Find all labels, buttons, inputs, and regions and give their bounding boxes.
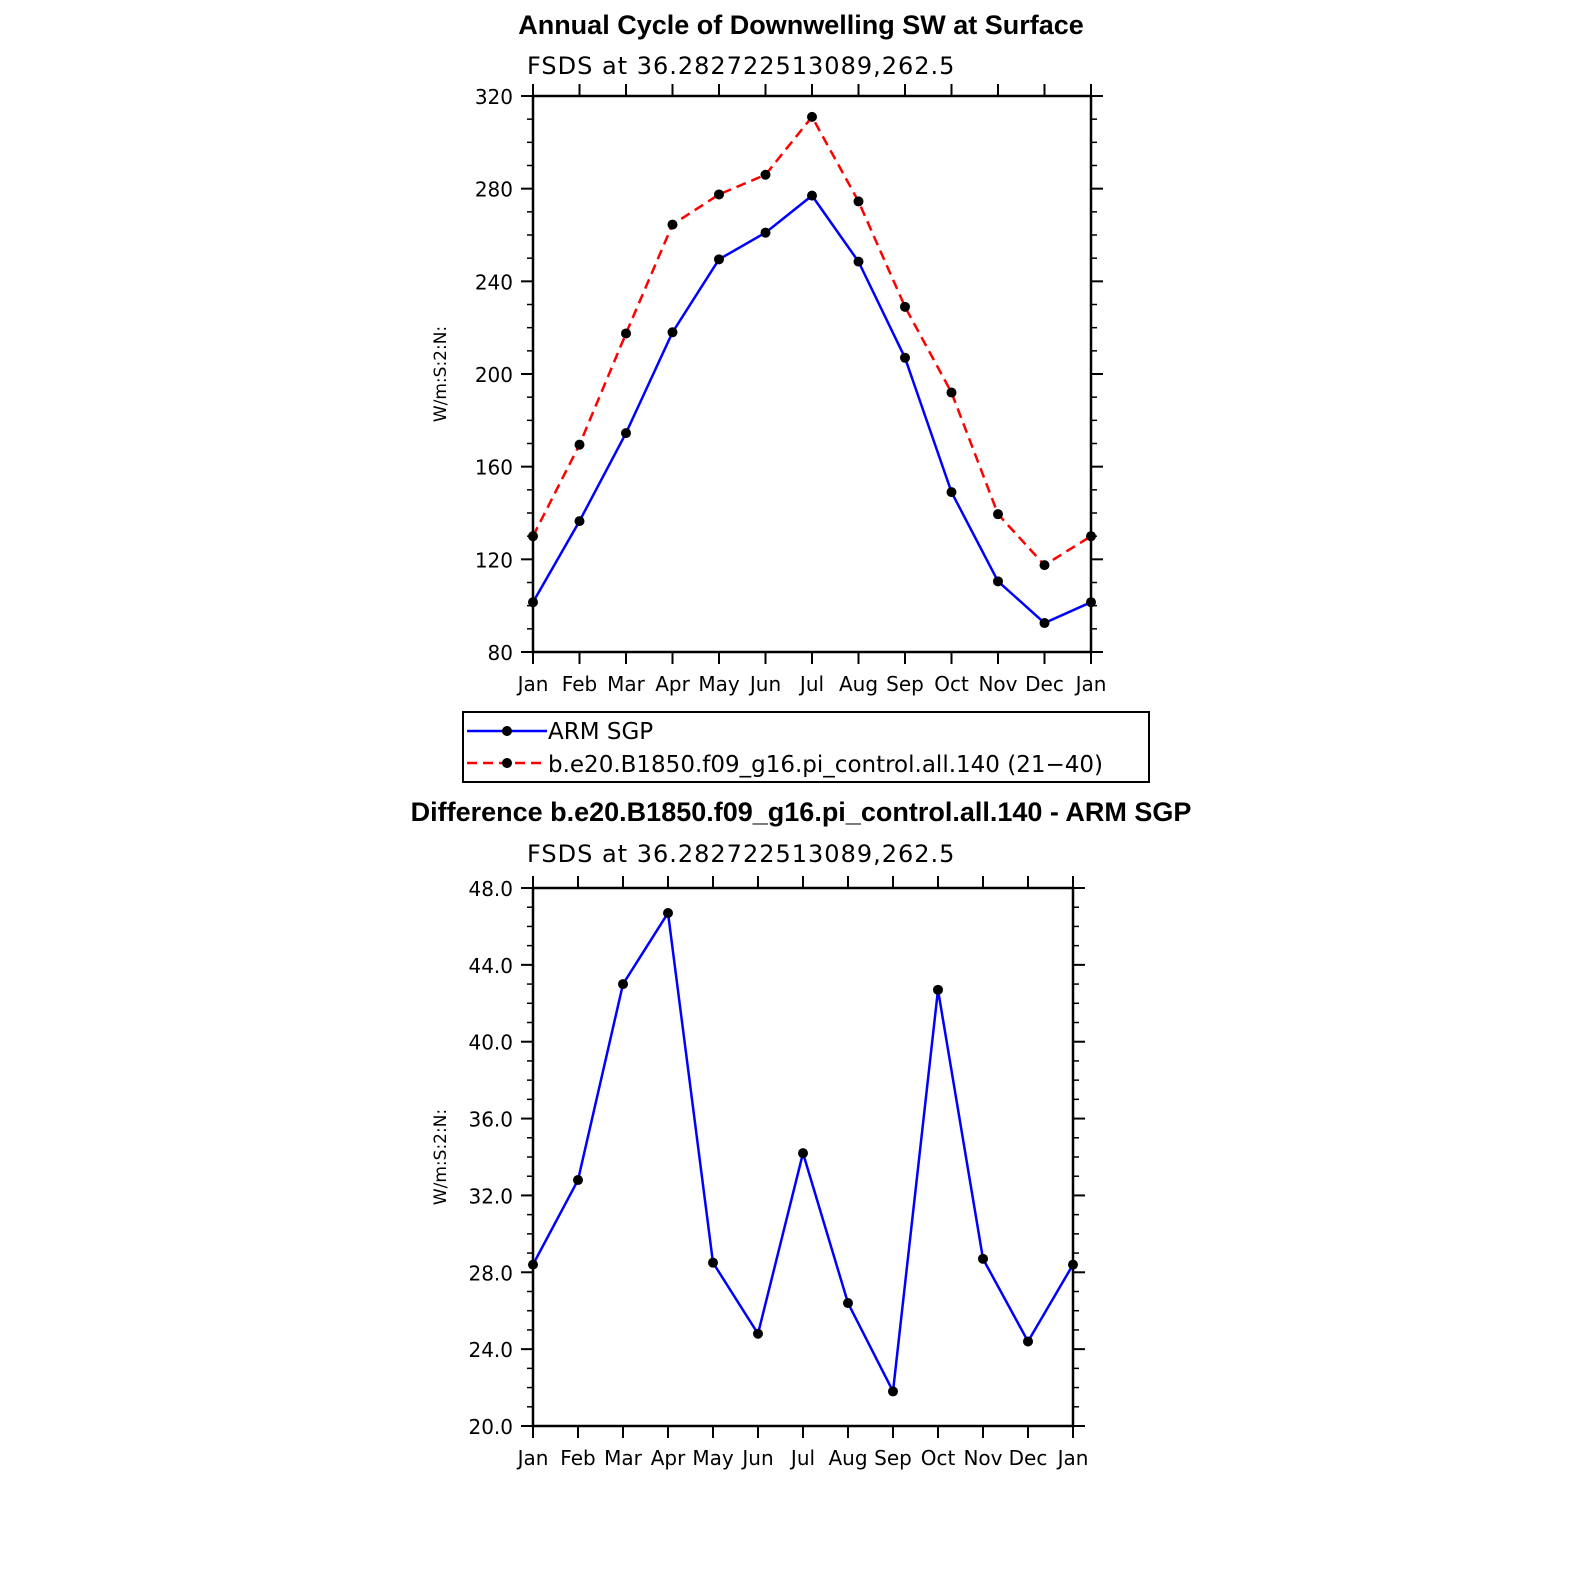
data-point-0 (663, 907, 673, 918)
data-point-0 (888, 1386, 898, 1397)
data-point-0 (714, 254, 724, 265)
data-point-0 (933, 984, 943, 995)
legend: ARM SGP b.e20.B1850.f09_g16.pi_control.a… (462, 711, 1150, 783)
y-tick-label: 120 (475, 548, 513, 572)
x-tick-label: Jan (516, 672, 549, 696)
data-point-1 (667, 219, 678, 230)
chart-title: Difference b.e20.B1850.f09_g16.pi_contro… (411, 797, 1192, 827)
data-point-0 (946, 487, 957, 498)
x-tick-label: Sep (874, 1446, 912, 1470)
chart-subtitle: FSDS at 36.282722513089,262.5 (527, 52, 955, 80)
data-point-0 (900, 352, 910, 363)
data-point-1 (853, 196, 864, 207)
data-point-0 (853, 256, 864, 267)
x-tick-label: Mar (607, 672, 646, 696)
x-tick-label: Nov (978, 672, 1017, 696)
data-point-1 (1039, 560, 1050, 571)
x-tick-label: May (698, 672, 740, 696)
plot-frame (531, 94, 1093, 654)
data-point-0 (573, 1175, 583, 1186)
y-tick-label: 320 (475, 85, 513, 109)
data-point-0 (528, 597, 538, 608)
y-tick-label: 200 (475, 363, 513, 387)
data-point-0 (667, 327, 678, 338)
y-tick-label: 24.0 (468, 1338, 513, 1362)
data-point-0 (618, 979, 628, 990)
data-point-1 (714, 189, 724, 200)
data-point-0 (978, 1253, 988, 1264)
y-tick-label: 280 (475, 178, 513, 202)
data-point-0 (574, 516, 585, 527)
x-tick-label: Jan (1056, 1446, 1089, 1470)
y-tick-label: 80 (488, 641, 513, 665)
x-tick-label: Jun (748, 672, 781, 696)
x-tick-label: Aug (828, 1446, 867, 1470)
data-point-1 (900, 301, 910, 312)
y-tick-label: 240 (475, 270, 513, 294)
x-tick-label: Jun (740, 1446, 773, 1470)
data-point-0 (708, 1257, 718, 1268)
x-tick-label: Apr (655, 672, 690, 696)
x-tick-label: Mar (604, 1446, 643, 1470)
data-point-1 (574, 439, 585, 450)
data-point-1 (946, 387, 957, 398)
y-axis-label: W/m:S:2:N: (431, 326, 451, 422)
y-tick-label: 160 (475, 456, 513, 480)
y-tick-label: 48.0 (468, 877, 513, 901)
data-point-0 (753, 1328, 763, 1339)
difference-chart: Difference b.e20.B1850.f09_g16.pi_contro… (411, 797, 1192, 1470)
x-tick-label: Jul (798, 672, 824, 696)
data-point-0 (760, 227, 771, 238)
x-tick-label: Nov (963, 1446, 1002, 1470)
y-axis-label: W/m:S:2:N: (431, 1109, 451, 1205)
legend-label-model: b.e20.B1850.f09_g16.pi_control.all.140 (… (548, 752, 1103, 778)
x-tick-label: Jan (1074, 672, 1107, 696)
data-point-1 (807, 111, 817, 122)
data-point-0 (1039, 618, 1050, 629)
legend-marker-model (502, 758, 512, 768)
y-tick-label: 32.0 (468, 1184, 513, 1208)
x-tick-label: Jan (516, 1446, 549, 1470)
x-tick-label: Apr (651, 1446, 686, 1470)
annual-cycle-chart: Annual Cycle of Downwelling SW at Surfac… (431, 10, 1150, 783)
legend-box (462, 711, 1150, 783)
x-tick-label: May (692, 1446, 734, 1470)
y-tick-label: 28.0 (468, 1261, 513, 1285)
y-tick-label: 40.0 (468, 1031, 513, 1055)
chart-subtitle: FSDS at 36.282722513089,262.5 (527, 840, 955, 868)
legend-marker-arm-sgp (502, 726, 512, 736)
x-tick-label: Jul (789, 1446, 815, 1470)
data-point-1 (621, 328, 631, 339)
y-tick-label: 20.0 (468, 1415, 513, 1439)
data-point-1 (528, 531, 538, 542)
data-point-0 (843, 1298, 853, 1309)
data-point-1 (1086, 531, 1096, 542)
data-point-0 (807, 190, 817, 201)
x-tick-label: Oct (934, 672, 969, 696)
x-tick-label: Dec (1009, 1446, 1048, 1470)
y-tick-label: 44.0 (468, 954, 513, 978)
x-tick-label: Oct (921, 1446, 956, 1470)
data-point-0 (798, 1148, 808, 1159)
data-point-0 (1023, 1336, 1033, 1347)
x-tick-label: Feb (562, 672, 597, 696)
x-tick-label: Feb (560, 1446, 595, 1470)
data-point-0 (1068, 1259, 1078, 1270)
chart-title: Annual Cycle of Downwelling SW at Surfac… (518, 10, 1084, 40)
x-tick-label: Sep (886, 672, 924, 696)
data-point-0 (993, 576, 1003, 587)
y-tick-label: 36.0 (468, 1108, 513, 1132)
data-point-1 (993, 509, 1003, 520)
series-line-0 (531, 193, 1092, 625)
x-tick-label: Aug (839, 672, 878, 696)
legend-label-arm-sgp: ARM SGP (548, 719, 653, 745)
data-point-0 (1086, 597, 1096, 608)
data-point-1 (760, 169, 771, 180)
x-tick-label: Dec (1025, 672, 1064, 696)
data-point-0 (528, 1259, 538, 1270)
data-point-0 (621, 428, 631, 439)
series-line-1 (531, 114, 1092, 567)
